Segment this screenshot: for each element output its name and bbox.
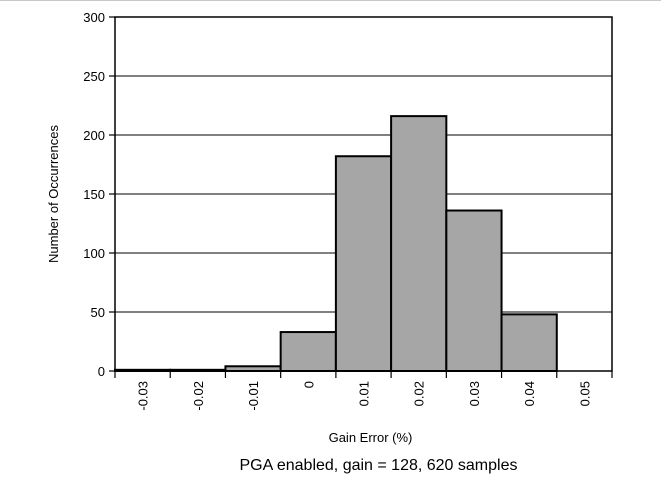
- y-tick-label: 0: [98, 364, 105, 379]
- y-axis-ticks: 0 50 100 150 200 250 300: [83, 10, 115, 379]
- x-axis-ticks: -0.03 -0.02 -0.01 0 0.01 0.02 0.03 0.04 0.05: [114, 371, 613, 411]
- bars: [114, 115, 558, 373]
- histogram-bar: [445, 209, 503, 372]
- histogram-bar: [390, 115, 448, 373]
- x-tick-label: 0.04: [522, 381, 537, 406]
- x-axis-title: Gain Error (%): [329, 430, 413, 445]
- y-tick-label: 300: [83, 10, 105, 25]
- y-tick-label: 50: [91, 305, 105, 320]
- x-tick-label: 0.05: [577, 381, 592, 406]
- x-tick-label: -0.03: [136, 381, 151, 411]
- y-tick-label: 150: [83, 187, 105, 202]
- x-tick-label: 0.01: [357, 381, 372, 406]
- x-tick-label: 0.02: [412, 381, 427, 406]
- y-tick-label: 200: [83, 128, 105, 143]
- histogram-bar: [334, 155, 393, 372]
- histogram-bar: [279, 331, 337, 372]
- chart-caption: PGA enabled, gain = 128, 620 samples: [240, 457, 518, 474]
- x-tick-label: 0.03: [467, 381, 482, 406]
- y-tick-label: 100: [83, 246, 105, 261]
- x-tick-label: -0.02: [191, 381, 206, 411]
- y-tick-label: 250: [83, 69, 105, 84]
- x-tick-label: -0.01: [246, 381, 261, 411]
- top-rule: [0, 0, 661, 1]
- x-tick-label: 0: [301, 381, 316, 388]
- y-axis-title: Number of Occurrences: [46, 125, 61, 263]
- histogram-bar: [500, 313, 558, 372]
